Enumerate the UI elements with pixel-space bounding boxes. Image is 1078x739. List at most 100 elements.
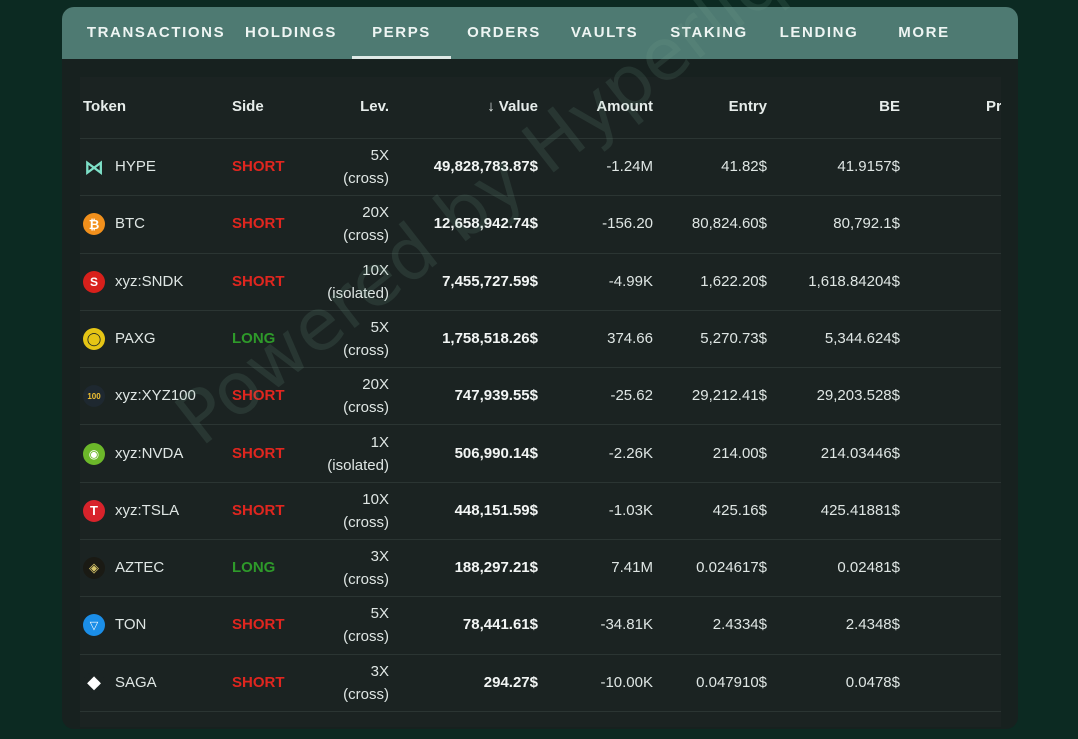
token-cell[interactable]: ▽ TON (83, 614, 223, 637)
side-label: LONG (232, 329, 276, 347)
margin-mode: (cross) (343, 170, 389, 187)
table-row[interactable]: ₿ BTC SHORT 20X (cross) 12,658,942.74$ -156.20… (80, 196, 1001, 254)
sndk-icon: S (83, 270, 105, 293)
leverage-value: 3X (370, 548, 389, 566)
margin-mode: (isolated) (327, 284, 389, 302)
breakeven-price: 41.9157$ (837, 158, 900, 175)
table-row[interactable]: ⋈ HYPE SHORT 5X (cross) 49,828,783.87$ -1.24M 4… (80, 139, 1001, 197)
margin-mode: (cross) (343, 571, 389, 589)
breakeven-price: 0.02481$ (837, 559, 900, 577)
margin-mode: (cross) (343, 399, 389, 417)
hype-icon: ⋈ (84, 156, 104, 179)
header-value[interactable]: ↓ Value (487, 98, 538, 115)
margin-mode: (isolated) (327, 456, 389, 474)
header-amount[interactable]: Amount (596, 98, 653, 115)
breakeven-price: 214.03446$ (820, 444, 900, 462)
position-amount: -1.03K (608, 501, 653, 519)
breakeven-price: 425.41881$ (820, 501, 900, 519)
position-amount: -1.24M (606, 158, 653, 175)
entry-price: 214.00$ (712, 444, 767, 462)
leverage-cell: 10X (cross) (343, 488, 389, 534)
leverage-value: 3X (370, 662, 389, 680)
entry-price: 0.024617$ (696, 559, 767, 577)
table-row[interactable]: ◯ PAXG LONG 5X (cross) 1,758,518.26$ 374.66 5,2… (80, 311, 1001, 369)
position-value: 78,441.61$ (462, 616, 538, 634)
position-value: 1,758,518.26$ (442, 329, 538, 347)
header-be[interactable]: BE (879, 98, 900, 115)
tab-lending[interactable]: LENDING (779, 24, 859, 41)
table-row[interactable]: ◆ SAGA SHORT 3X (cross) 294.27$ -10.00K 0.04791… (80, 655, 1001, 712)
entry-price: 29,212.41$ (691, 387, 767, 405)
table-row[interactable]: ◉ xyz:NVDA SHORT 1X (isolated) 506,990.14$ -2.… (80, 426, 1001, 483)
token-cell[interactable]: ₿ BTC (83, 213, 223, 236)
leverage-cell: 20X (cross) (343, 201, 389, 247)
token-name: xyz:NVDA (115, 444, 184, 462)
token-cell[interactable]: ⋈ HYPE (83, 156, 223, 179)
ton-icon: ▽ (83, 614, 105, 637)
leverage-value: 5X (370, 605, 389, 623)
leverage-value: 10X (362, 261, 389, 279)
leverage-value: 1X (370, 433, 389, 451)
position-value: 448,151.59$ (454, 501, 538, 519)
position-value: 294.27$ (483, 673, 538, 691)
leverage-value: 20X (362, 376, 389, 394)
position-amount: 7.41M (611, 559, 653, 577)
position-value: 506,990.14$ (454, 444, 538, 462)
token-name: TON (115, 616, 147, 634)
xyz100-icon: 100 (83, 385, 105, 408)
table-row[interactable]: 100 xyz:XYZ100 SHORT 20X (cross) 747,939.55$ -… (80, 368, 1001, 426)
position-value: 747,939.55$ (454, 387, 538, 405)
tab-more[interactable]: MORE (898, 24, 950, 41)
side-label: SHORT (232, 673, 285, 691)
position-amount: -25.62 (610, 387, 653, 405)
header-entry[interactable]: Entry (728, 98, 767, 115)
position-value: 7,455,727.59$ (442, 272, 538, 290)
aztec-icon: ◈ (83, 557, 105, 580)
header-side[interactable]: Side (232, 98, 264, 115)
position-amount: -10.00K (600, 673, 653, 691)
table-row[interactable]: ▽ TON SHORT 5X (cross) 78,441.61$ -34.81K 2.433… (80, 597, 1001, 655)
leverage-cell: 1X (isolated) (327, 431, 389, 477)
side-label: SHORT (232, 444, 285, 462)
btc-icon: ₿ (83, 213, 105, 236)
leverage-value: 20X (362, 204, 389, 222)
table-header: Token Side Lev. ↓ Value Amount Entry BE P… (80, 77, 1001, 139)
token-name: AZTEC (115, 559, 165, 577)
leverage-cell: 5X (cross) (343, 144, 389, 190)
token-cell[interactable]: ◆ SAGA (83, 671, 223, 694)
breakeven-price: 0.0478$ (845, 673, 900, 691)
leverage-cell: 3X (cross) (343, 660, 389, 706)
header-price[interactable]: Pric (986, 98, 1001, 115)
table-row[interactable]: ◈ AZTEC LONG 3X (cross) 188,297.21$ 7.41M 0.024… (80, 540, 1001, 598)
token-cell[interactable]: ◈ AZTEC (83, 557, 223, 580)
header-token[interactable]: Token (83, 98, 127, 115)
breakeven-price: 29,203.528$ (816, 387, 900, 405)
position-amount: 374.66 (607, 329, 653, 347)
leverage-cell: 20X (cross) (343, 373, 389, 419)
leverage-cell: 5X (cross) (343, 602, 389, 648)
leverage-value: 10X (362, 490, 389, 508)
header-lev[interactable]: Lev. (360, 98, 389, 115)
breakeven-price: 2.4348$ (845, 616, 900, 634)
tab-perps[interactable]: PERPS (352, 7, 451, 59)
tab-staking[interactable]: STAKING (670, 24, 748, 41)
tab-transactions[interactable]: TRANSACTIONS (86, 24, 226, 41)
side-label: SHORT (232, 272, 285, 290)
tab-orders[interactable]: ORDERS (467, 24, 541, 41)
token-cell[interactable]: 100 xyz:XYZ100 (83, 385, 223, 408)
leverage-cell: 10X (isolated) (327, 259, 389, 305)
perps-table: Token Side Lev. ↓ Value Amount Entry BE P… (80, 77, 1001, 727)
token-cell[interactable]: ◯ PAXG (83, 327, 223, 350)
token-cell[interactable]: ◉ xyz:NVDA (83, 442, 223, 465)
token-name: SAGA (115, 673, 157, 691)
entry-price: 0.047910$ (696, 673, 767, 691)
entry-price: 1,622.20$ (700, 272, 767, 290)
tab-holdings[interactable]: HOLDINGS (245, 24, 337, 41)
tab-vaults[interactable]: VAULTS (570, 24, 639, 41)
token-name: PAXG (115, 329, 156, 347)
breakeven-price: 80,792.1$ (833, 215, 900, 233)
